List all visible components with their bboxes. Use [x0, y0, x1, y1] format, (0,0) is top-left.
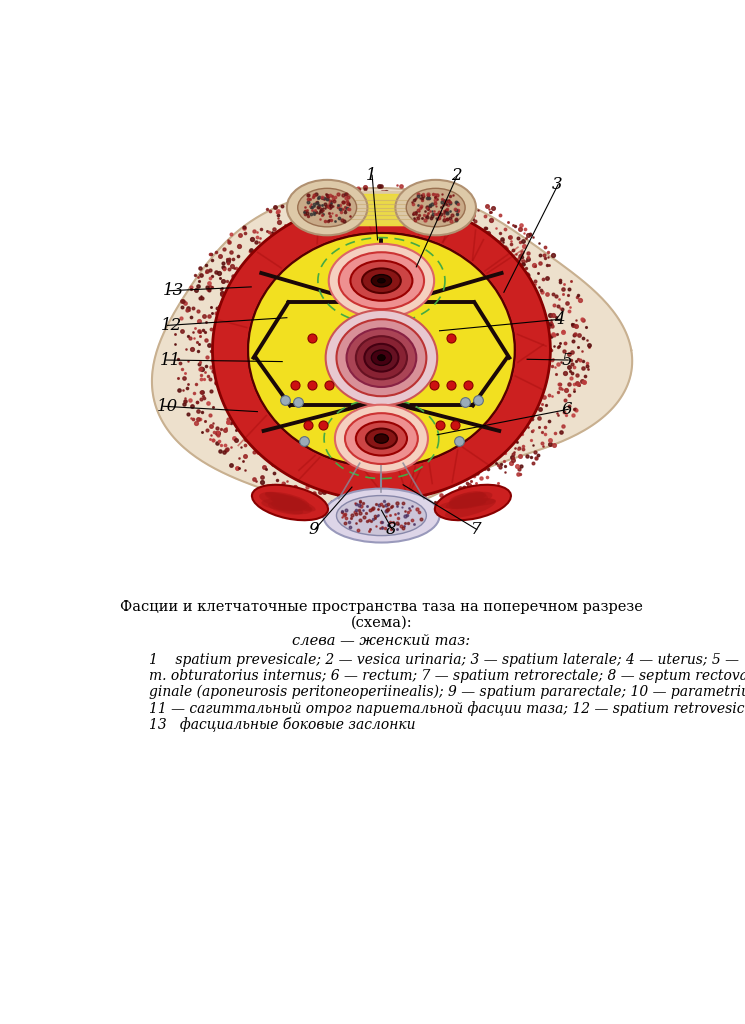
Ellipse shape — [326, 310, 437, 406]
Ellipse shape — [268, 502, 303, 515]
Text: 3: 3 — [552, 176, 562, 193]
Ellipse shape — [329, 244, 434, 317]
Text: 11: 11 — [159, 351, 181, 369]
Text: 12: 12 — [162, 316, 183, 334]
Ellipse shape — [378, 279, 385, 283]
Ellipse shape — [449, 492, 492, 509]
Ellipse shape — [378, 354, 385, 360]
Text: (схема):: (схема): — [351, 615, 412, 630]
Polygon shape — [212, 200, 551, 500]
Ellipse shape — [371, 274, 392, 287]
Text: 10: 10 — [156, 397, 178, 415]
Ellipse shape — [264, 493, 316, 512]
Ellipse shape — [337, 319, 426, 396]
Ellipse shape — [261, 499, 307, 511]
Polygon shape — [345, 194, 418, 224]
Text: 6: 6 — [562, 400, 573, 418]
Ellipse shape — [337, 496, 426, 536]
Ellipse shape — [466, 498, 496, 506]
Ellipse shape — [449, 492, 484, 507]
Ellipse shape — [271, 495, 304, 507]
Ellipse shape — [248, 233, 515, 467]
Ellipse shape — [435, 484, 511, 520]
Ellipse shape — [371, 350, 392, 366]
Text: m. obturatorius internus; 6 — rectum; 7 — spatium retrorectale; 8 — septum recto: m. obturatorius internus; 6 — rectum; 7 … — [149, 669, 745, 683]
Polygon shape — [152, 188, 633, 512]
Text: слева — женский таз:: слева — женский таз: — [292, 634, 471, 648]
Ellipse shape — [445, 499, 495, 518]
Ellipse shape — [346, 329, 416, 387]
Text: ginale (aponeurosis peritoneoperiinealis); 9 — spatium pararectale; 10 — paramet: ginale (aponeurosis peritoneoperiinealis… — [149, 685, 745, 699]
Text: 11 — сагиттальный отрог париетальной фасции таза; 12 — spatium retrovesicale;: 11 — сагиттальный отрог париетальной фас… — [149, 701, 745, 716]
Ellipse shape — [440, 499, 486, 509]
Ellipse shape — [366, 429, 397, 449]
Text: 5: 5 — [562, 351, 573, 369]
Ellipse shape — [406, 188, 465, 227]
Ellipse shape — [271, 500, 312, 514]
Ellipse shape — [259, 492, 309, 510]
Ellipse shape — [350, 261, 413, 301]
Ellipse shape — [446, 493, 486, 509]
Ellipse shape — [356, 336, 407, 379]
Ellipse shape — [396, 180, 476, 236]
Text: 8: 8 — [386, 521, 396, 538]
Text: 7: 7 — [471, 521, 481, 538]
Text: 2: 2 — [451, 167, 462, 183]
Text: Фасции и клетчаточные пространства таза на поперечном разрезе: Фасции и клетчаточные пространства таза … — [120, 600, 643, 614]
Ellipse shape — [275, 499, 306, 511]
Text: 13: 13 — [163, 283, 184, 299]
Ellipse shape — [323, 488, 440, 543]
Text: 1: 1 — [366, 167, 376, 183]
Ellipse shape — [449, 493, 488, 507]
Ellipse shape — [375, 434, 388, 443]
Ellipse shape — [252, 484, 328, 520]
Ellipse shape — [287, 180, 367, 236]
Ellipse shape — [362, 268, 401, 293]
Ellipse shape — [345, 413, 418, 464]
Text: 13   фасциальные боковые заслонки: 13 фасциальные боковые заслонки — [149, 718, 416, 732]
Text: 4: 4 — [554, 310, 565, 328]
Ellipse shape — [298, 188, 357, 227]
Ellipse shape — [453, 501, 486, 509]
Text: 1    spatium prevesicale; 2 — vesica urinaria; 3 — spatium laterale; 4 — uterus;: 1 spatium prevesicale; 2 — vesica urinar… — [149, 652, 739, 667]
Ellipse shape — [335, 404, 428, 472]
Ellipse shape — [356, 422, 407, 456]
Ellipse shape — [339, 252, 424, 309]
Text: 9: 9 — [308, 521, 319, 538]
Ellipse shape — [265, 492, 313, 510]
Ellipse shape — [364, 344, 399, 372]
Polygon shape — [357, 190, 406, 224]
